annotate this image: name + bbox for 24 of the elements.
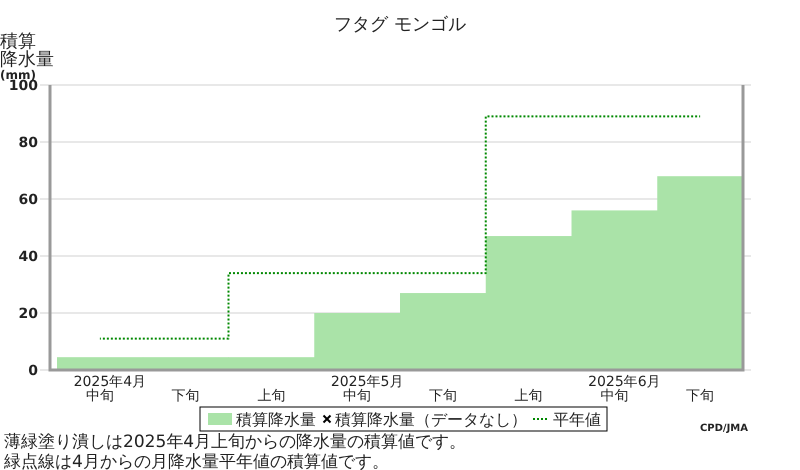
x-tick-label: 上旬 <box>257 388 286 404</box>
text: 緑点線は4月からの月降水量平年値の積算値です。 <box>3 452 389 470</box>
x-tick-label: 中旬 <box>86 388 114 404</box>
x-tick-label: 下旬 <box>428 388 457 404</box>
x-tick-label: 中旬 <box>343 388 372 404</box>
x-tick-label: 中旬 <box>600 388 628 404</box>
y-tick-label: 20 <box>18 306 38 322</box>
text: CPD/JMA <box>700 423 748 434</box>
y-tick-label: 40 <box>18 249 38 265</box>
text: 2025年5月 <box>330 374 404 390</box>
y-tick-label: 0 <box>28 363 38 379</box>
x-tick-label: 上旬 <box>514 388 543 404</box>
y-tick-label: 60 <box>18 192 38 208</box>
legend-label: 積算降水量 <box>236 410 316 429</box>
text: 薄緑塗り潰しは2025年4月上旬からの降水量の積算値です。 <box>4 432 466 452</box>
legend-label: 平年値 <box>553 410 601 429</box>
x-tick-label: 下旬 <box>686 388 714 404</box>
x-tick-label: 下旬 <box>172 388 200 404</box>
y-tick-label: 100 <box>8 78 38 94</box>
text: 2025年4月 <box>74 374 146 390</box>
legend-label: 積算降水量（データなし） <box>335 410 527 429</box>
y-tick-label: 80 <box>18 135 38 151</box>
text: 2025年6月 <box>588 374 661 390</box>
chart-title: フタグ モンゴル <box>334 14 466 35</box>
